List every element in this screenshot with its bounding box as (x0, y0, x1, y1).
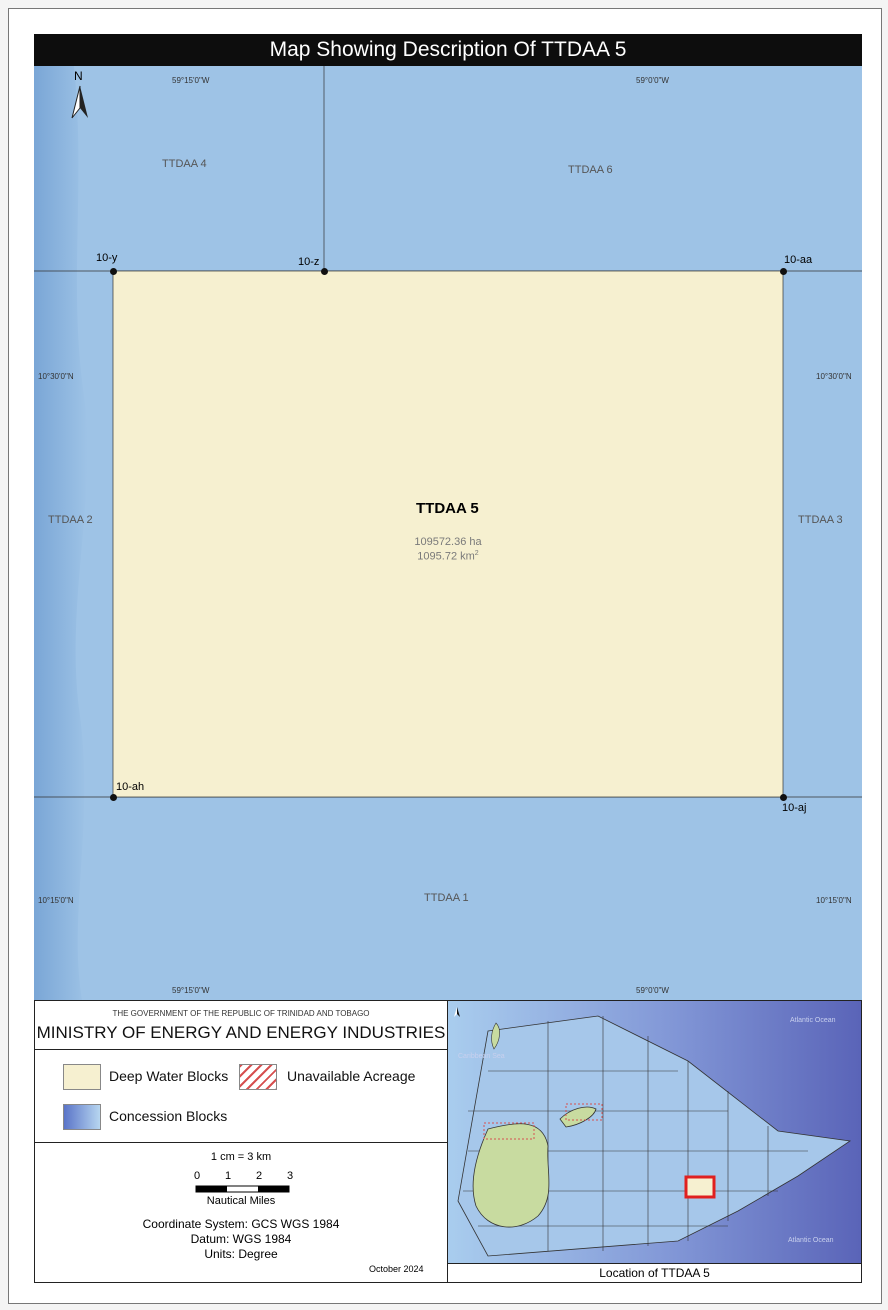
lat-label-upper-left: 10°30'0"N (38, 372, 74, 381)
point-label-10-ah: 10-ah (116, 781, 145, 793)
scale-ratio: 1 cm = 3 km (210, 1151, 272, 1163)
point-label-10-z: 10-z (298, 256, 320, 268)
scale-tick-2: 2 (255, 1170, 263, 1182)
lat-label-upper-right: 10°30'0"N (816, 372, 852, 381)
inset-caption: Location of TTDAA 5 (448, 1263, 861, 1283)
info-panel: THE GOVERNMENT OF THE REPUBLIC OF TRINID… (35, 1001, 448, 1282)
coordinate-system: Coordinate System: GCS WGS 1984 (142, 1217, 340, 1231)
block-label-ttdaa6: TTDAA 6 (568, 164, 613, 176)
lat-label-lower-right: 10°15'0"N (816, 896, 852, 905)
legend-swatch-unavailable (239, 1064, 277, 1090)
inset-map: Caribbean Sea Atlantic Ocean Atlantic Oc… (448, 1001, 861, 1263)
legend-swatch-concession (63, 1104, 101, 1130)
block-label-ttdaa2: TTDAA 2 (48, 514, 93, 526)
point-marker-10-z (321, 268, 328, 275)
map-canvas (34, 66, 862, 1000)
map-footer: THE GOVERNMENT OF THE REPUBLIC OF TRINID… (34, 1000, 862, 1283)
legend-swatch-deep-water (63, 1064, 101, 1090)
government-label: THE GOVERNMENT OF THE REPUBLIC OF TRINID… (112, 1009, 370, 1018)
target-block-name: TTDAA 5 (416, 500, 479, 517)
block-label-ttdaa3: TTDAA 3 (798, 514, 843, 526)
coastal-shade (34, 66, 88, 1000)
legend-label-unavailable: Unavailable Acreage (287, 1068, 416, 1084)
point-marker-10-y (110, 268, 117, 275)
target-area-km2: 1095.72 km2 (348, 550, 548, 563)
scale-section: 1 cm = 3 km 0 1 2 3 Nautical Miles Coord… (35, 1142, 447, 1282)
target-area-km2-superscript: 2 (474, 550, 479, 557)
block-label-ttdaa1: TTDAA 1 (424, 892, 469, 904)
point-label-10-aa: 10-aa (784, 254, 813, 266)
inset-unavailable-north (483, 1122, 535, 1140)
inset-label-atlantic-top: Atlantic Ocean (790, 1017, 836, 1024)
scale-tick-0: 0 (193, 1170, 201, 1182)
inset-canvas (448, 1001, 861, 1263)
map-date: October 2024 (369, 1264, 424, 1274)
block-label-ttdaa4: TTDAA 4 (162, 158, 207, 170)
inset-label-caribbean: Caribbean Sea (458, 1053, 505, 1060)
target-area-ha: 109572.36 ha (414, 536, 482, 548)
ministry-label: MINISTRY OF ENERGY AND ENERGY INDUSTRIES (36, 1023, 446, 1042)
map-title: Map Showing Description Of TTDAA 5 (34, 34, 862, 66)
point-label-10-y: 10-y (96, 252, 118, 264)
ttdaa5-block[interactable] (112, 270, 784, 798)
legend-label-concession: Concession Blocks (109, 1108, 228, 1124)
tobago-island (559, 1106, 597, 1128)
inset-unavailable-tobago (565, 1103, 603, 1121)
inset-block-grid (463, 1016, 808, 1251)
ttdaa5-location-marker[interactable] (684, 1175, 716, 1199)
scale-tick-1: 1 (224, 1170, 232, 1182)
lon-label-east-bottom: 59°0'0"W (636, 986, 669, 995)
legend: Deep Water Blocks Unavailable Acreage Co… (35, 1049, 447, 1143)
trinidad-island (472, 1123, 550, 1228)
inset-label-atlantic-bottom: Atlantic Ocean (788, 1237, 834, 1244)
scale-tick-3: 3 (286, 1170, 294, 1182)
north-label: N (74, 69, 83, 83)
lat-label-lower-left: 10°15'0"N (38, 896, 74, 905)
lon-label-west-bottom: 59°15'0"W (172, 986, 210, 995)
inset-concession-area (457, 1015, 852, 1257)
target-area-km2-value: 1095.72 km (417, 550, 475, 563)
point-marker-10-aa (780, 268, 787, 275)
point-marker-10-aj (780, 794, 787, 801)
grenada-island (491, 1022, 500, 1050)
scale-bar (195, 1185, 290, 1193)
datum: Datum: WGS 1984 (190, 1232, 292, 1246)
legend-label-deep-water: Deep Water Blocks (109, 1068, 229, 1084)
point-label-10-aj: 10-aj (782, 802, 807, 814)
scale-unit: Nautical Miles (206, 1195, 276, 1207)
lon-label-east-top: 59°0'0"W (636, 76, 669, 85)
lon-label-west-top: 59°15'0"W (172, 76, 210, 85)
units: Units: Degree (204, 1247, 278, 1261)
north-arrow (71, 85, 88, 119)
point-marker-10-ah (110, 794, 117, 801)
main-map: N 59°15'0"W 59°0'0"W 59°15'0"W 59°0'0"W … (34, 66, 862, 1000)
